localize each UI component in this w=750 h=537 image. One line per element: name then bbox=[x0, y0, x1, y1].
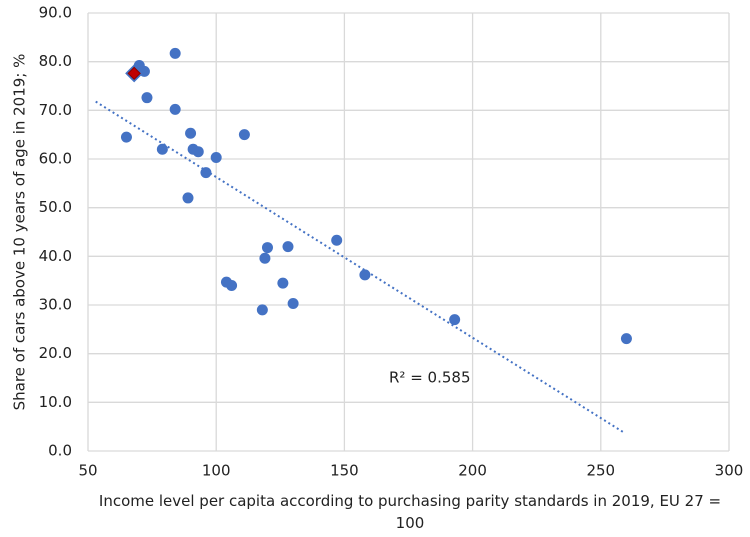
point bbox=[277, 277, 289, 289]
point bbox=[287, 298, 299, 310]
y-tick-label: 50.0 bbox=[39, 198, 72, 216]
y-tick-label: 20.0 bbox=[39, 344, 72, 362]
point bbox=[282, 241, 294, 253]
x-tick-label: 150 bbox=[330, 462, 359, 480]
point bbox=[156, 143, 168, 155]
y-tick-label: 40.0 bbox=[39, 247, 72, 265]
x-tick-label: 100 bbox=[202, 462, 231, 480]
x-tick-label: 250 bbox=[586, 462, 615, 480]
point bbox=[331, 234, 343, 246]
x-tick-label: 50 bbox=[78, 462, 97, 480]
point bbox=[449, 314, 461, 326]
y-tick-label: 80.0 bbox=[39, 52, 72, 70]
annotation: R² = 0.585 bbox=[389, 369, 470, 387]
y-tick-label: 0.0 bbox=[48, 442, 72, 460]
point bbox=[226, 280, 238, 292]
point bbox=[238, 129, 250, 141]
point bbox=[259, 252, 271, 264]
point-highlight-inner bbox=[127, 66, 141, 81]
point bbox=[200, 167, 212, 179]
point bbox=[210, 152, 222, 164]
y-tick-label: 10.0 bbox=[39, 393, 72, 411]
y-tick-label: 90.0 bbox=[39, 4, 72, 22]
x-axis-label: Income level per capita according to pur… bbox=[98, 492, 722, 532]
y-tick-label: 60.0 bbox=[39, 150, 72, 168]
point bbox=[359, 269, 371, 281]
point bbox=[256, 304, 268, 316]
point bbox=[261, 242, 273, 254]
point bbox=[620, 333, 632, 345]
point bbox=[169, 103, 181, 115]
trendline bbox=[95, 100, 625, 434]
x-tick-label: 300 bbox=[715, 462, 744, 480]
point bbox=[185, 127, 197, 139]
y-tick-label: 30.0 bbox=[39, 296, 72, 314]
point bbox=[192, 146, 204, 158]
y-axis-label: Share of cars above 10 years of age in 2… bbox=[11, 54, 29, 411]
x-tick-label: 200 bbox=[458, 462, 487, 480]
point bbox=[182, 192, 194, 204]
point bbox=[120, 131, 132, 143]
y-tick-label: 70.0 bbox=[39, 101, 72, 119]
point bbox=[169, 47, 181, 59]
point bbox=[141, 92, 153, 104]
